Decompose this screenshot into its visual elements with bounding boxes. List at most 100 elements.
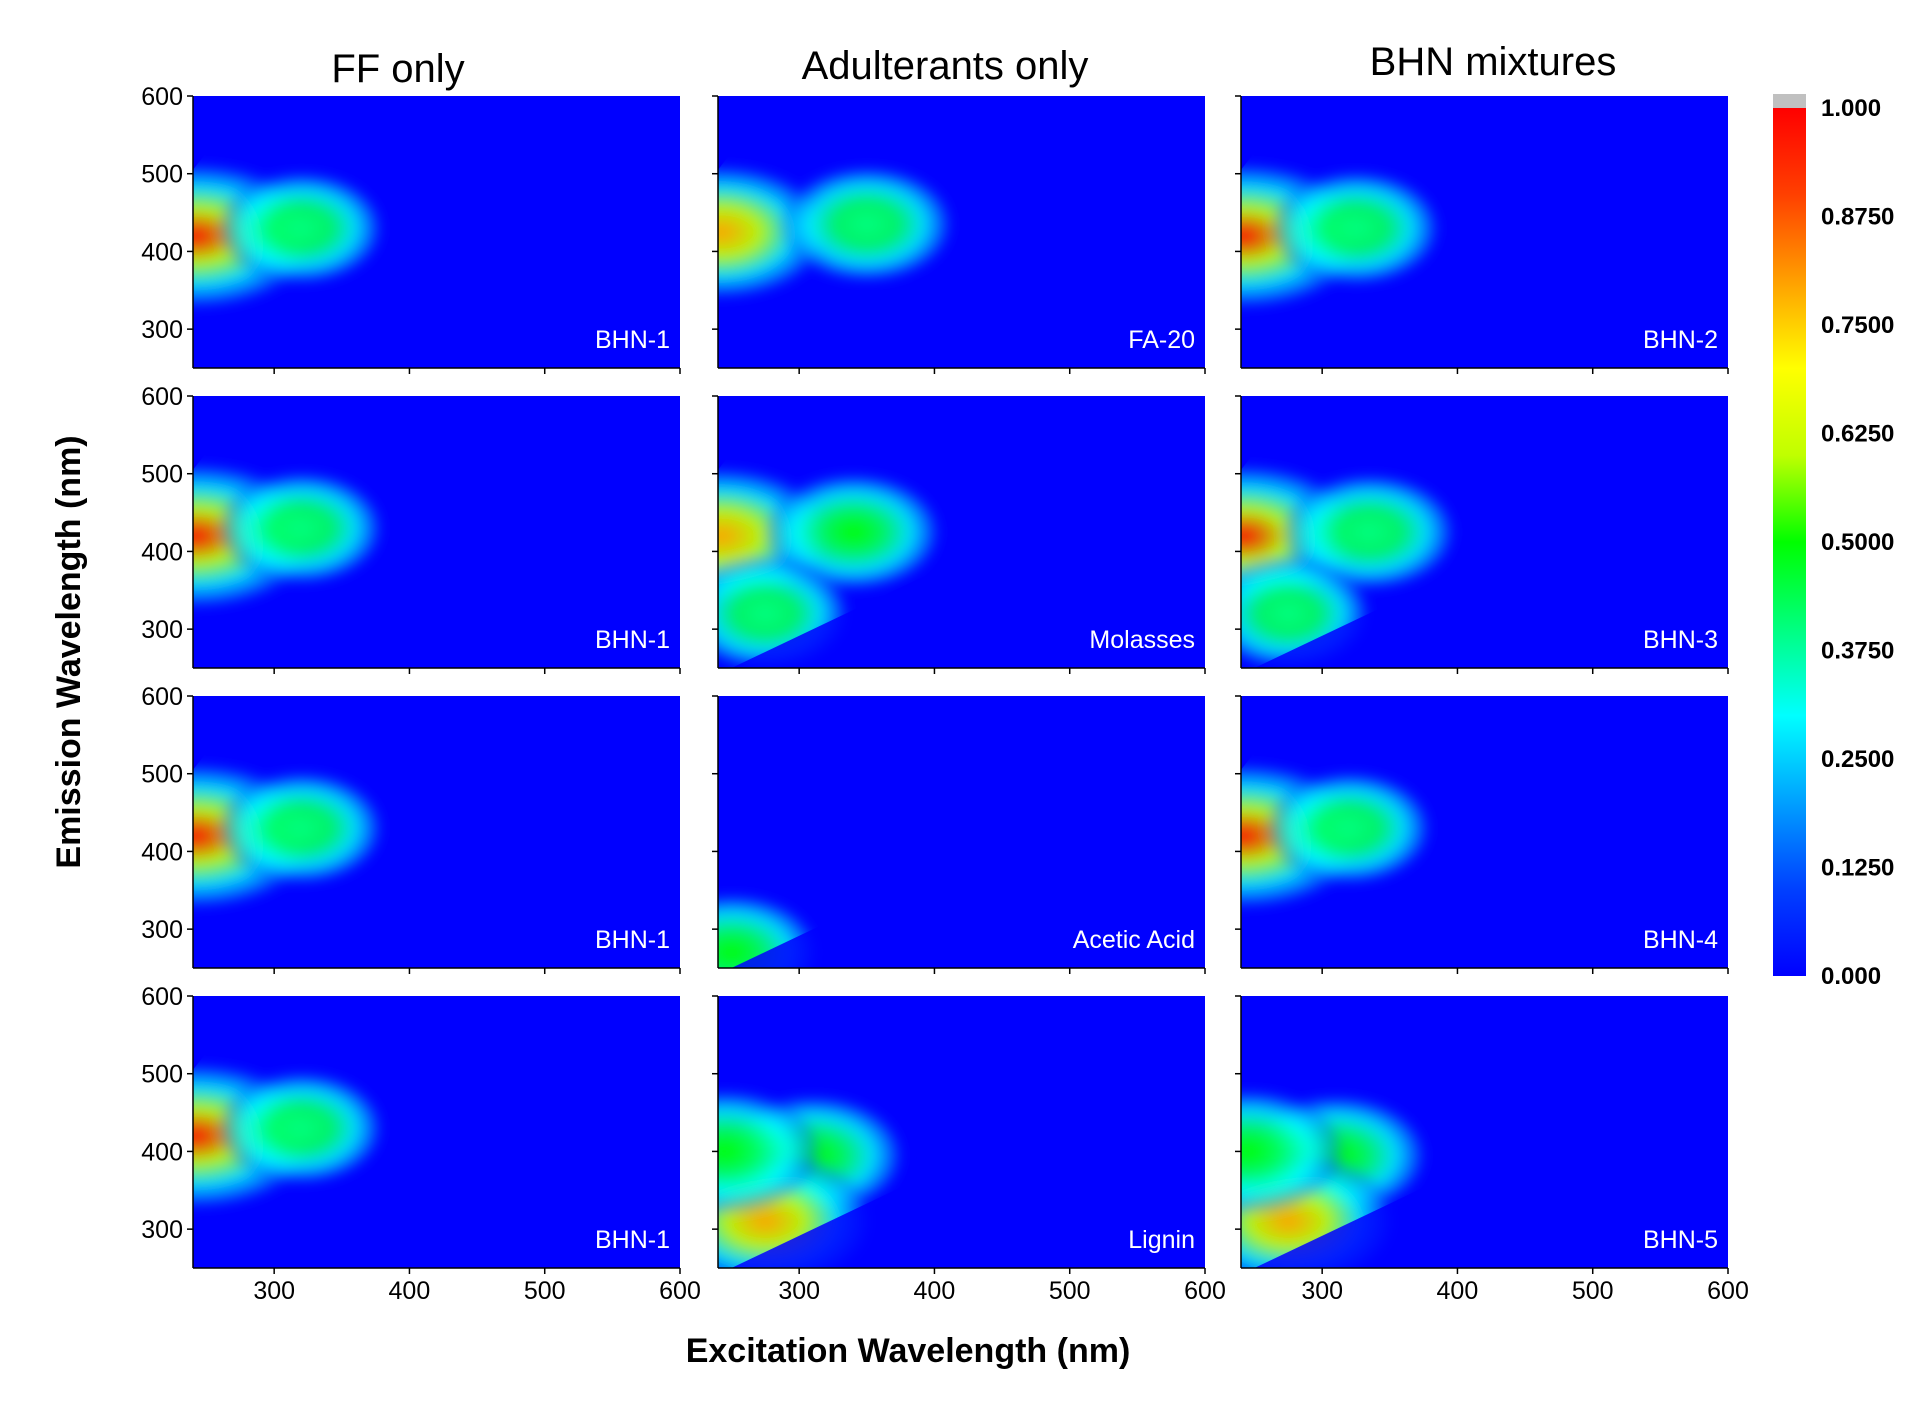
- fluorescence-peak: [718, 1088, 822, 1215]
- eem-panel-fa-20: FA-20: [712, 95, 1206, 374]
- x-tick-label: 400: [914, 1277, 956, 1305]
- eem-panel-bhn-1: 300 400 500 600 BHN-1: [141, 683, 681, 974]
- x-tick-label: 300: [253, 1277, 295, 1305]
- x-tick-label: 300: [1301, 1277, 1343, 1305]
- scatter-mask-band: [193, 96, 279, 170]
- panel-grid: 300 400 500 600 BHN-1 FA-20 BHN-2 300 400 500 600 B…: [141, 83, 1749, 1305]
- eem-panel-bhn-2: BHN-2: [1235, 95, 1729, 374]
- colorbar-tick-label: 0.000: [1821, 963, 1881, 990]
- y-tick-label: 300: [141, 316, 183, 344]
- colorbar-tick-label: 0.8750: [1821, 204, 1894, 231]
- below-diagonal-region: [206, 742, 680, 968]
- x-tick-label: 400: [389, 1277, 431, 1305]
- y-tick-label: 600: [141, 383, 183, 411]
- scatter-mask-band: [1241, 96, 1327, 170]
- eem-panel-bhn-1: 300 400 500 600 BHN-1: [141, 383, 681, 674]
- scatter-mask-band: [1241, 696, 1327, 770]
- x-axis-title: Excitation Wavelength (nm): [686, 1332, 1131, 1370]
- below-diagonal-region: [206, 1042, 680, 1268]
- y-tick-label: 300: [141, 616, 183, 644]
- scatter-mask-band: [193, 696, 279, 770]
- below-diagonal-region: [731, 142, 1205, 368]
- eem-panel-lignin: 300 400 500 600 Lignin: [712, 995, 1226, 1305]
- x-tick-label: 500: [1049, 1277, 1091, 1305]
- fluorescence-peak: [778, 164, 956, 284]
- panel-sample-label: BHN-1: [595, 326, 670, 354]
- column-title-ff-only: FF only: [331, 47, 464, 91]
- panel-sample-label: BHN-1: [595, 926, 670, 954]
- eem-panel-bhn-1: 300 400 500 600 BHN-1: [141, 83, 681, 374]
- colorbar-tick-label: 0.6250: [1821, 421, 1894, 448]
- scatter-mask-band: [718, 996, 804, 1070]
- scatter-mask-band: [718, 396, 804, 470]
- y-tick-label: 400: [141, 538, 183, 566]
- eem-panel-bhn-3: BHN-3: [1235, 395, 1729, 674]
- colorbar-gradient: [1773, 108, 1806, 976]
- below-diagonal-region: [206, 142, 680, 368]
- x-tick-label: 400: [1437, 1277, 1479, 1305]
- fluorescence-peak: [1280, 472, 1459, 592]
- panel-sample-label: FA-20: [1128, 326, 1195, 354]
- eem-panel-molasses: Molasses: [712, 395, 1206, 674]
- scatter-mask-band: [193, 996, 279, 1070]
- eem-panel-bhn-4: BHN-4: [1235, 695, 1729, 974]
- eem-panel-bhn-1: 300 400 500 600 300 400 500 600 BHN-1: [141, 983, 701, 1305]
- panel-sample-label: BHN-4: [1643, 926, 1718, 954]
- colorbar-tick-labels: 1.000 0.8750 0.7500 0.6250 0.5000 0.3750 0.250…: [1821, 95, 1894, 990]
- y-tick-label: 500: [141, 761, 183, 789]
- y-tick-label: 400: [141, 838, 183, 866]
- y-tick-label: 500: [141, 161, 183, 189]
- fluorescence-peak: [216, 170, 386, 286]
- y-tick-label: 500: [141, 461, 183, 489]
- colorbar: 1.000 0.8750 0.7500 0.6250 0.5000 0.3750 0.250…: [1773, 94, 1894, 990]
- panel-sample-label: Lignin: [1128, 1226, 1195, 1254]
- colorbar-tick-label: 1.000: [1821, 95, 1881, 122]
- colorbar-tick-label: 0.1250: [1821, 855, 1894, 882]
- colorbar-over-cap: [1773, 94, 1806, 108]
- fluorescence-peak: [216, 1070, 386, 1186]
- x-tick-label: 500: [1572, 1277, 1614, 1305]
- y-tick-label: 400: [141, 1138, 183, 1166]
- y-tick-label: 600: [141, 83, 183, 111]
- x-tick-label: 300: [778, 1277, 820, 1305]
- fluorescence-peak: [1241, 1088, 1345, 1215]
- colorbar-tick-label: 0.5000: [1821, 529, 1894, 556]
- scatter-mask-band: [1241, 396, 1327, 470]
- scatter-mask-band: [718, 96, 804, 170]
- y-tick-label: 600: [141, 683, 183, 711]
- below-diagonal-region: [731, 742, 1205, 968]
- column-title-adulterants-only: Adulterants only: [802, 44, 1089, 88]
- column-title-bhn-mixtures: BHN mixtures: [1370, 40, 1617, 84]
- y-tick-label: 400: [141, 238, 183, 266]
- y-tick-label: 600: [141, 983, 183, 1011]
- x-tick-label: 600: [659, 1277, 701, 1305]
- fluorescence-peak: [763, 472, 944, 592]
- panel-sample-label: Molasses: [1089, 626, 1195, 654]
- x-tick-label: 600: [1184, 1277, 1226, 1305]
- panel-sample-label: Acetic Acid: [1073, 926, 1195, 954]
- scatter-mask-band: [1241, 996, 1327, 1070]
- panel-sample-label: BHN-3: [1643, 626, 1718, 654]
- fluorescence-peak: [216, 770, 386, 886]
- y-tick-label: 500: [141, 1061, 183, 1089]
- fluorescence-peak: [216, 470, 386, 586]
- eem-panel-acetic-acid: Acetic Acid: [712, 695, 1206, 974]
- scatter-mask-band: [718, 696, 804, 770]
- eem-panel-bhn-5: 300 400 500 600 BHN-5: [1235, 995, 1749, 1305]
- fluorescence-peak: [1264, 770, 1434, 886]
- panel-sample-label: BHN-1: [595, 1226, 670, 1254]
- scatter-mask-band: [193, 396, 279, 470]
- panel-sample-label: BHN-2: [1643, 326, 1718, 354]
- panel-sample-label: BHN-5: [1643, 1226, 1718, 1254]
- below-diagonal-region: [1254, 142, 1728, 368]
- x-tick-label: 600: [1707, 1277, 1749, 1305]
- y-axis-title: Emission Wavelength (nm): [50, 435, 88, 868]
- below-diagonal-region: [1254, 742, 1728, 968]
- y-tick-label: 300: [141, 1216, 183, 1244]
- colorbar-tick-label: 0.7500: [1821, 312, 1894, 339]
- below-diagonal-region: [731, 1042, 1205, 1268]
- below-diagonal-region: [1254, 1042, 1728, 1268]
- colorbar-tick-label: 0.3750: [1821, 638, 1894, 665]
- fluorescence-peak: [1269, 169, 1443, 287]
